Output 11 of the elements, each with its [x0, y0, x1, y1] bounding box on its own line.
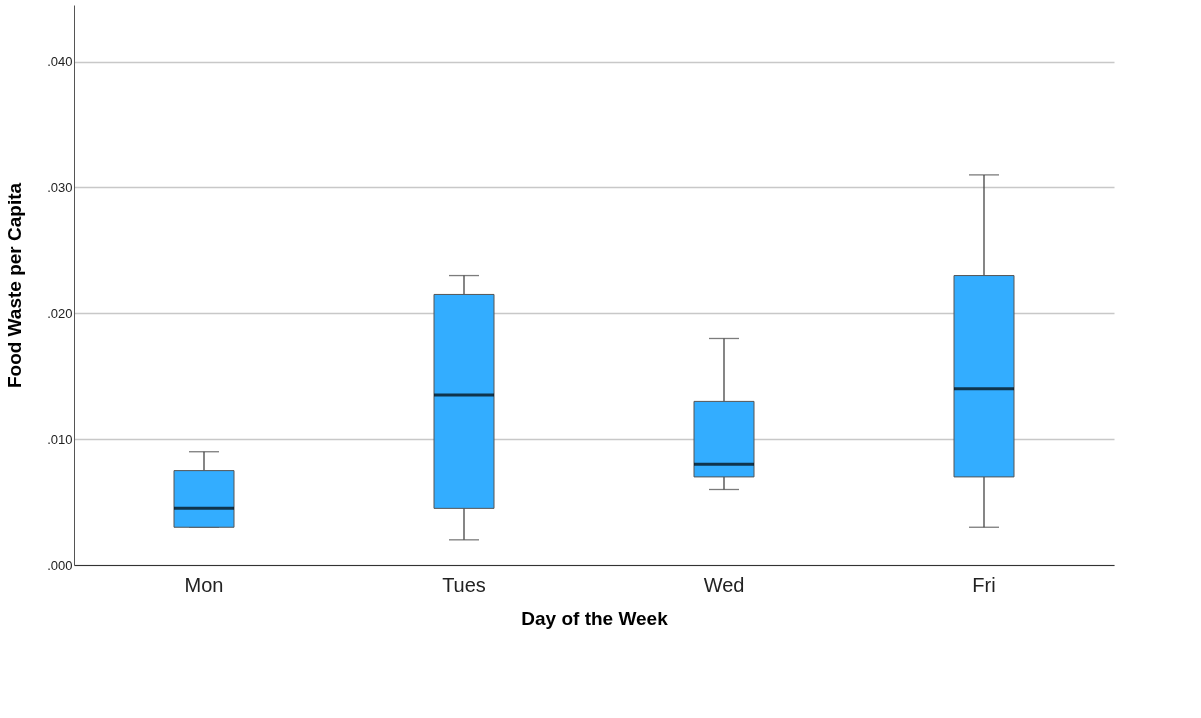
y-tick-label: .040 — [47, 54, 73, 70]
y-tick-label: .030 — [47, 179, 73, 195]
x-tick-label: Tues — [442, 573, 486, 596]
y-axis-title: Food Waste per Capita — [4, 182, 26, 389]
x-tick-label: Wed — [703, 573, 745, 596]
x-axis-title: Day of the Week — [521, 607, 669, 629]
x-tick-label: Fri — [972, 573, 996, 596]
y-tick-label: .010 — [47, 431, 73, 447]
y-tick-label: .000 — [47, 557, 73, 573]
y-tick-label: .020 — [47, 305, 73, 321]
x-tick-label: Mon — [184, 573, 224, 596]
